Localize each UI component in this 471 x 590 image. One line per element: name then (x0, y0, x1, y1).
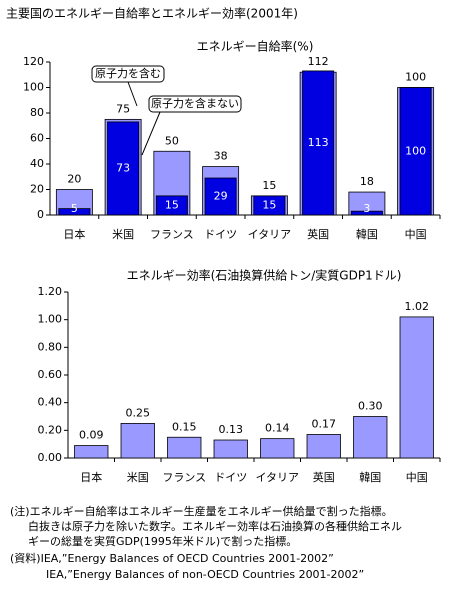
bar (58, 208, 91, 216)
x-tick-label: 韓国 (359, 471, 381, 484)
value-label: 18 (360, 175, 374, 188)
bar (213, 439, 248, 459)
bar (399, 87, 432, 216)
value-label: 15 (262, 198, 276, 211)
chart-title: エネルギー効率(石油換算供給トン/実質GDP1ドル) (127, 268, 402, 283)
bar (350, 210, 383, 216)
note: (資料)IEA,”Energy Balances of OECD Countri… (10, 551, 334, 565)
callout-line (127, 81, 138, 107)
y-tick-label: 40 (30, 157, 44, 170)
x-tick-label: 日本 (63, 227, 85, 241)
bar (253, 195, 286, 216)
x-tick-label: 韓国 (356, 228, 378, 241)
value-label: 100 (405, 71, 426, 84)
x-tick-label: 英国 (307, 227, 329, 241)
x-tick-label: フランス (162, 471, 206, 484)
y-tick-label: 120 (23, 55, 44, 68)
legend-label: 原子力を含む (95, 66, 161, 80)
value-label: 0.15 (172, 420, 197, 433)
value-label: 1.02 (405, 300, 430, 313)
bar (204, 177, 237, 216)
x-tick-label: 米国 (127, 471, 149, 484)
y-tick-label: 0.80 (38, 340, 63, 353)
x-tick-label: イタリア (248, 228, 292, 241)
x-tick-label: ドイツ (214, 471, 247, 484)
y-tick-label: 0.40 (38, 396, 63, 409)
x-tick-label: ドイツ (204, 228, 237, 241)
chart-title: エネルギー自給率(%) (197, 39, 314, 54)
value-label: 0.30 (358, 400, 383, 413)
y-tick-label: 0.00 (38, 451, 63, 464)
bar (167, 436, 202, 459)
y-tick-label: 60 (30, 132, 44, 145)
value-label: 0.25 (126, 406, 151, 419)
value-label: 113 (308, 136, 329, 149)
bar (74, 445, 109, 459)
value-label: 15 (262, 179, 276, 192)
value-label: 0.13 (219, 423, 244, 436)
y-tick-label: 1.20 (38, 285, 63, 298)
callout: 原子力を含む 原子力を含まない (91, 65, 242, 156)
bar (120, 423, 155, 459)
x-tick-label: 中国 (406, 471, 428, 484)
callout-box (91, 65, 165, 83)
bar (107, 121, 140, 216)
note: 白抜きは原子力を除いた数字。エネルギー効率は石油換算の各種供給エネル (28, 519, 402, 533)
bar (302, 70, 335, 216)
x-tick-label: フランス (150, 228, 194, 241)
note: (注)エネルギー自給率はエネルギー生産量をエネルギー供給量で割った指標。 (10, 504, 393, 518)
y-tick-label: 0.60 (38, 368, 63, 381)
note: IEA,”Energy Balances of non-OECD Countri… (46, 568, 364, 581)
value-label: 0.17 (312, 417, 337, 430)
bar (260, 438, 295, 459)
value-label: 50 (165, 134, 179, 147)
bar (353, 416, 388, 459)
y-tick-label: 20 (30, 183, 44, 196)
x-tick-label: 中国 (405, 228, 427, 241)
value-label: 75 (116, 102, 130, 115)
callout-line (141, 111, 161, 156)
note: ギーの総量を実質GDP(1995年米ドル)で割った指標。 (28, 534, 297, 548)
y-tick-label: 80 (30, 106, 44, 119)
value-label: 15 (165, 198, 179, 211)
value-label: 3 (363, 202, 370, 215)
callout-box (148, 95, 242, 113)
y-tick-label: 100 (23, 81, 44, 94)
bar (306, 434, 341, 459)
bar (399, 316, 434, 459)
value-label: 112 (308, 55, 329, 68)
y-tick-label: 0 (37, 208, 44, 221)
bar (155, 195, 188, 216)
y-tick-label: 0.20 (38, 423, 63, 436)
x-tick-label: 英国 (313, 470, 335, 484)
value-label: 29 (214, 190, 228, 203)
y-tick-label: 1.00 (38, 313, 63, 326)
value-label: 100 (405, 144, 426, 157)
value-label: 0.14 (265, 422, 290, 435)
value-label: 73 (116, 161, 130, 174)
value-label: 38 (214, 150, 228, 163)
page-title: 主要国のエネルギー自給率とエネルギー効率(2001年) (6, 6, 298, 21)
x-tick-label: イタリア (255, 471, 299, 484)
value-label: 5 (71, 202, 78, 215)
value-label: 20 (67, 173, 81, 186)
x-tick-label: 日本 (80, 470, 102, 484)
legend-label: 原子力を含まない (151, 96, 239, 110)
value-label: 0.09 (79, 429, 104, 442)
x-tick-label: 米国 (112, 228, 134, 241)
